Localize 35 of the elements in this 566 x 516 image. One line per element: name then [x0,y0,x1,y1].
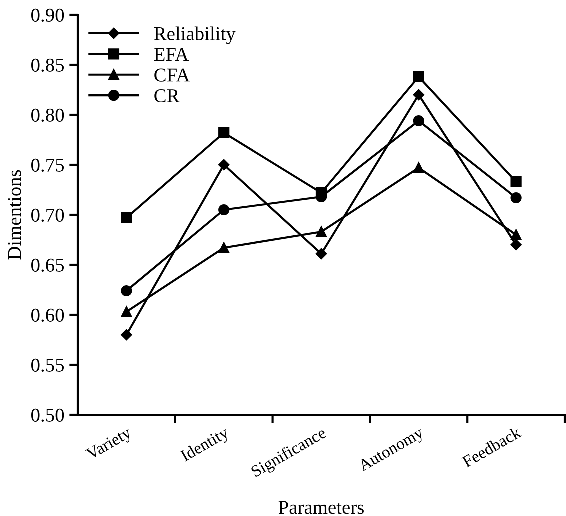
point [121,285,132,297]
legend-label: Reliability [154,26,236,44]
point [510,239,522,251]
point [218,159,230,171]
point [510,176,522,188]
legend-label: CFA [154,68,190,82]
y-tick-label: 0.80 [32,108,64,122]
point [510,192,522,204]
y-tick-label: 0.90 [32,8,64,22]
point [121,306,132,318]
point [413,71,424,83]
point [316,187,328,199]
point [413,162,424,174]
x-tick-label: Variety [85,426,134,464]
point [316,226,328,238]
y-tick-label: 0.65 [32,258,64,272]
point [413,115,424,127]
legend-label: CR [154,89,180,103]
point [121,329,132,341]
x-axis-title: Parameters [278,501,364,514]
point [121,212,132,224]
point [413,89,425,101]
point [218,127,230,139]
point [218,242,230,254]
point [510,229,522,241]
y-tick-label: 0.85 [32,58,64,72]
y-tick-label: 0.50 [32,408,64,422]
point [218,204,230,216]
y-tick-label: 0.60 [32,308,64,322]
legend-label: EFA [154,48,189,61]
y-tick-label: 0.70 [32,208,64,222]
point [316,248,328,260]
y-tick-label: 0.75 [32,158,64,172]
y-tick-label: 0.55 [32,358,64,372]
y-axis-title: Dimentions [8,170,22,260]
